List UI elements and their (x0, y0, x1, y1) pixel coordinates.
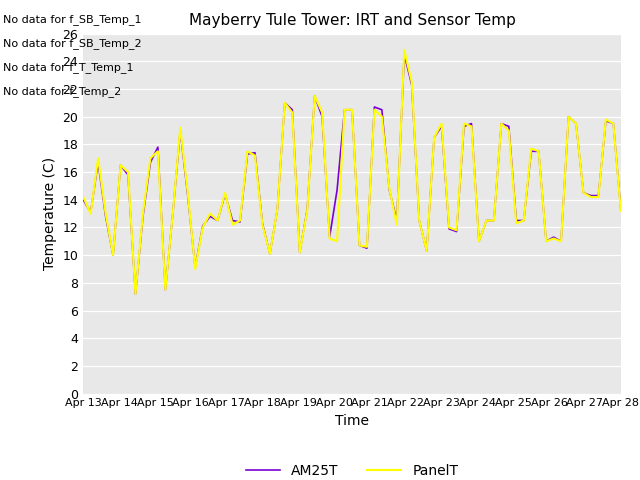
AM25T (266, 251, 274, 257)
PanelT (132, 291, 140, 297)
PanelT (401, 48, 408, 53)
Line: PanelT: PanelT (83, 50, 621, 294)
AM25T (617, 206, 625, 212)
PanelT (557, 239, 565, 244)
Text: No data for f_T_Temp_1: No data for f_T_Temp_1 (3, 62, 134, 73)
PanelT (356, 242, 364, 248)
Y-axis label: Temperature (C): Temperature (C) (43, 157, 57, 270)
AM25T (580, 190, 588, 196)
AM25T (356, 242, 364, 248)
X-axis label: Time: Time (335, 414, 369, 428)
AM25T (557, 239, 565, 244)
PanelT (580, 190, 588, 196)
AM25T (132, 291, 140, 297)
PanelT (266, 251, 274, 257)
AM25T (206, 214, 214, 219)
Text: No data for f_Temp_2: No data for f_Temp_2 (3, 86, 122, 97)
PanelT (542, 239, 550, 244)
Title: Mayberry Tule Tower: IRT and Sensor Temp: Mayberry Tule Tower: IRT and Sensor Temp (189, 13, 515, 28)
PanelT (206, 211, 214, 216)
Text: No data for f_SB_Temp_1: No data for f_SB_Temp_1 (3, 14, 141, 25)
Text: No data for f_SB_Temp_2: No data for f_SB_Temp_2 (3, 38, 142, 49)
AM25T (401, 51, 408, 57)
Line: AM25T: AM25T (83, 54, 621, 294)
PanelT (617, 208, 625, 214)
AM25T (79, 197, 87, 203)
PanelT (79, 194, 87, 200)
AM25T (542, 239, 550, 244)
Legend: AM25T, PanelT: AM25T, PanelT (240, 458, 464, 480)
